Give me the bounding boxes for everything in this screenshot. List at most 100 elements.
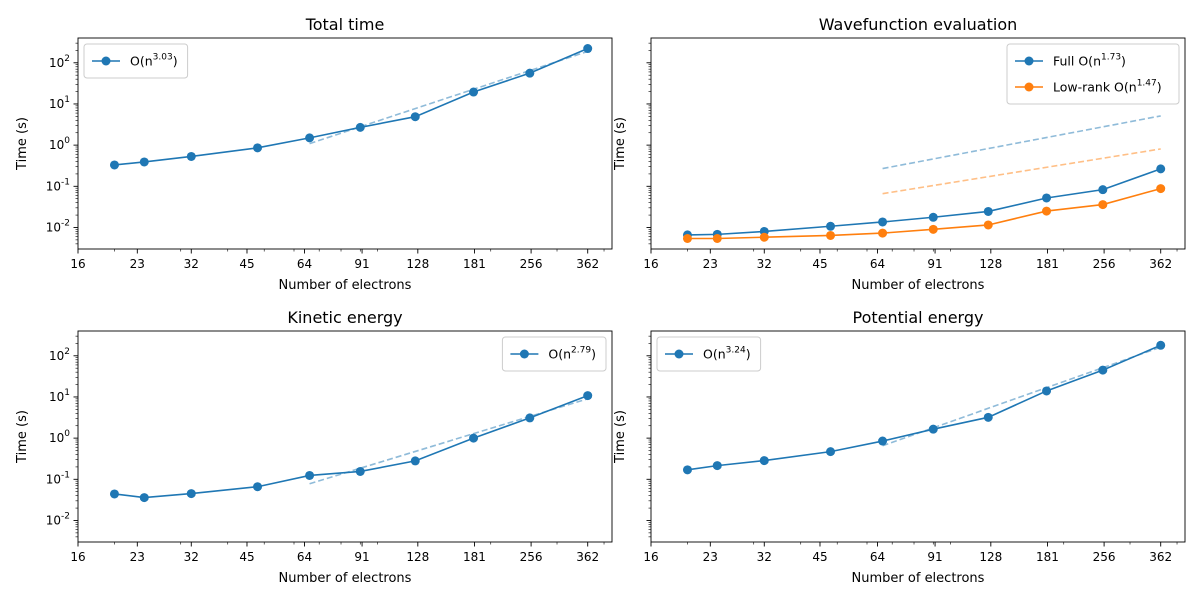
data-point <box>1042 386 1052 396</box>
data-point <box>983 220 993 230</box>
data-point <box>1042 206 1052 216</box>
chart-panel-2: Wavefunction evaluation 16 23 32 45 64 91 128 18… <box>613 15 1186 293</box>
x-tick-label: 256 <box>520 257 543 271</box>
legend-label-exponent: 3.24 <box>726 346 746 356</box>
y-axis-label: Time (s) <box>613 410 628 464</box>
legend: Full O(n1.73)Low-rank O(n1.47) <box>1006 43 1180 105</box>
legend-label-base: O(n <box>548 347 571 362</box>
legend-item: O(n3.24) <box>665 346 751 362</box>
legend-box <box>501 336 607 372</box>
plot-frame <box>77 330 613 543</box>
x-tick-label: 64 <box>297 257 312 271</box>
legend: O(n2.79) <box>501 336 607 372</box>
chart-title: Potential energy <box>853 308 984 327</box>
legend-label-base: Low-rank O(n <box>1053 80 1137 95</box>
x-tick-label: 128 <box>406 550 429 564</box>
data-point <box>878 436 888 446</box>
y-tick-label: 102 <box>49 54 70 70</box>
data-point <box>759 232 769 242</box>
x-tick-label: 64 <box>870 550 885 564</box>
legend-label-base: O(n <box>130 54 153 69</box>
y-tick-label: 10-1 <box>46 177 70 193</box>
x-tick-label: 256 <box>1093 257 1116 271</box>
x-tick-label: 256 <box>1093 550 1116 564</box>
data-point <box>139 157 149 167</box>
x-tick-label: 45 <box>239 257 254 271</box>
data-point <box>469 87 479 97</box>
chart-panel-3: Kinetic energy 16 23 32 45 64 91 128 181 256 362 10… <box>15 308 613 586</box>
data-point <box>1098 185 1108 195</box>
data-point <box>305 133 315 143</box>
x-tick-label: 16 <box>70 550 85 564</box>
series-1 <box>109 391 593 503</box>
data-point <box>355 466 365 476</box>
legend-label-close: ) <box>1157 80 1162 95</box>
x-tick-label: 362 <box>1149 257 1172 271</box>
data-point <box>928 224 938 234</box>
data-point <box>525 68 535 78</box>
x-tick-label: 181 <box>1036 257 1059 271</box>
legend: O(n3.03) <box>83 43 189 79</box>
x-tick-label: 128 <box>979 550 1002 564</box>
data-point <box>1156 340 1166 350</box>
data-point <box>1098 200 1108 210</box>
data-point <box>186 489 196 499</box>
legend-marker <box>101 56 111 66</box>
legend-label-exponent: 3.03 <box>153 53 173 63</box>
chart-title: Total time <box>305 15 385 34</box>
y-tick-label: 10-1 <box>46 470 70 486</box>
data-point <box>983 412 993 422</box>
data-point <box>583 44 593 54</box>
chart-panel-1: Total time 16 23 32 45 64 91 128 181 256 362 10-2 10… <box>15 15 613 293</box>
x-tick-label: 128 <box>406 257 429 271</box>
x-tick-label: 256 <box>520 550 543 564</box>
x-tick-label: 91 <box>927 257 942 271</box>
legend-label-close: ) <box>173 54 178 69</box>
legend-label-base: Full O(n <box>1053 54 1101 69</box>
data-point <box>109 160 119 170</box>
legend: O(n3.24) <box>656 336 762 372</box>
fit-line <box>882 115 1161 170</box>
y-tick-label: 10-2 <box>46 218 70 234</box>
data-point <box>109 489 119 499</box>
legend-item: O(n3.03) <box>92 53 178 69</box>
data-point <box>983 206 993 216</box>
data-point <box>186 151 196 161</box>
x-tick-label: 45 <box>812 257 827 271</box>
data-point <box>525 413 535 423</box>
x-tick-label: 181 <box>463 550 486 564</box>
legend-box <box>656 336 762 372</box>
legend-label-close: ) <box>591 347 596 362</box>
x-tick-label: 16 <box>70 257 85 271</box>
x-axis-label: Number of electrons <box>279 571 412 586</box>
data-point <box>410 456 420 466</box>
legend-label-base: O(n <box>703 347 726 362</box>
x-tick-label: 32 <box>184 257 199 271</box>
x-tick-label: 91 <box>927 550 942 564</box>
data-point <box>712 461 722 471</box>
legend-label-exponent: 1.73 <box>1101 53 1121 63</box>
plot-frame <box>650 330 1186 543</box>
y-tick-label: 101 <box>49 95 70 111</box>
x-tick-label: 16 <box>643 257 658 271</box>
legend-label: O(n3.24) <box>703 346 751 362</box>
x-tick-label: 362 <box>576 257 599 271</box>
series-line <box>687 168 1161 236</box>
legend-item: Low-rank O(n1.47) <box>1015 79 1162 95</box>
x-axis-label: Number of electrons <box>852 571 985 586</box>
x-tick-label: 362 <box>576 550 599 564</box>
x-tick-label: 181 <box>463 257 486 271</box>
data-point <box>1042 193 1052 203</box>
data-point <box>253 143 263 153</box>
data-point <box>469 433 479 443</box>
y-tick-label: 100 <box>49 429 70 445</box>
y-axis-label: Time (s) <box>15 410 30 464</box>
legend-label: O(n3.03) <box>130 53 178 69</box>
x-tick-label: 23 <box>703 550 718 564</box>
data-point <box>410 112 420 122</box>
series-1 <box>109 44 593 170</box>
legend-marker <box>674 349 684 359</box>
data-point <box>1098 365 1108 375</box>
